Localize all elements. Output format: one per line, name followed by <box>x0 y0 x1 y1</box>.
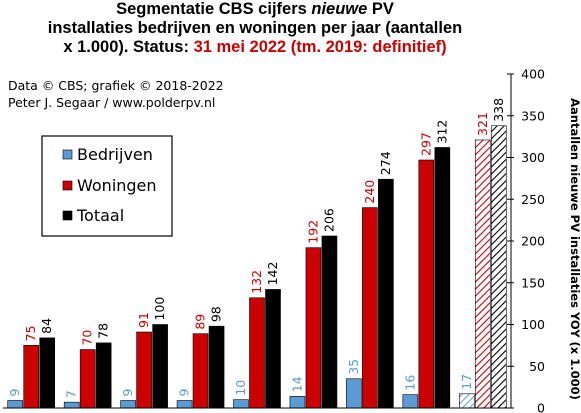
axis-layer: 20132014201520162017201820192020**2021*0… <box>3 67 545 413</box>
y-tick-label-350: 350 <box>521 108 545 123</box>
data-label-bedrijven-2017: 10 <box>233 380 248 396</box>
data-label-woningen-2014: 70 <box>80 330 95 346</box>
bar-bedrijven-2013 <box>7 400 24 409</box>
y-tick-label-300: 300 <box>521 150 545 165</box>
data-label-totaal-2015: 100 <box>152 297 167 321</box>
data-label-woningen-2017: 132 <box>249 270 264 294</box>
bar-totaal-2018 <box>321 235 338 409</box>
data-label-totaal-2018: 206 <box>321 208 336 232</box>
bar-totaal-2016 <box>208 325 225 409</box>
legend-label-totaal: Totaal <box>76 206 124 225</box>
bar-woningen-2018 <box>305 247 322 409</box>
data-label-bedrijven-2020: 16 <box>402 375 417 391</box>
data-label-totaal-2016: 98 <box>209 306 224 322</box>
bar-woningen-2020 <box>418 159 435 409</box>
bar-woningen-2016 <box>192 333 209 409</box>
data-label-woningen-2020: 297 <box>418 132 433 156</box>
data-labels-layer: 9 75 84 7 70 78 9 91 100 9 89 98 10 132 142 14 192 206 35 2… <box>7 98 506 398</box>
bar-bedrijven-2016 <box>176 400 193 409</box>
bar-totaal-2017 <box>265 289 281 409</box>
y-tick-label-0: 0 <box>537 401 545 413</box>
bar-woningen-2015 <box>136 331 152 409</box>
bars-layer <box>7 125 507 409</box>
legend: Bedrijven Woningen Totaal <box>41 135 173 237</box>
bar-totaal-2014 <box>95 342 112 409</box>
data-label-totaal-2017: 142 <box>265 262 280 286</box>
data-label-woningen-2015: 91 <box>136 312 151 328</box>
bar-totaal-2013 <box>39 337 56 409</box>
data-label-bedrijven-2014: 7 <box>64 390 79 398</box>
title-line-1: Segmentatie CBS cijfers nieuwe PV <box>0 0 510 19</box>
title-status-date: 31 mei 2022 (tm. 2019: definitief) <box>193 38 447 56</box>
y-tick-label-150: 150 <box>521 275 545 290</box>
chart-title: Segmentatie CBS cijfers nieuwe PV instal… <box>0 0 510 57</box>
title-line-1-emphasis: nieuwe <box>311 0 368 18</box>
bar-bedrijven-2017 <box>233 399 249 409</box>
title-line-2: installaties bedrijven en woningen per j… <box>47 19 463 37</box>
bar-totaal-2021 <box>490 125 507 409</box>
y-tick-label-200: 200 <box>521 234 545 249</box>
data-label-totaal-2021: 338 <box>491 98 506 122</box>
bar-bedrijven-2019 <box>346 378 362 409</box>
bar-woningen-2019 <box>362 207 378 409</box>
bar-totaal-2019 <box>378 178 394 409</box>
title-line-1-end: PV <box>367 0 394 18</box>
bar-woningen-2017 <box>249 297 265 409</box>
bar-woningen-2013 <box>23 345 40 409</box>
legend-swatch-totaal <box>62 210 73 221</box>
bar-totaal-2015 <box>152 324 168 409</box>
data-label-woningen-2019: 240 <box>362 180 377 204</box>
credit-line-1: Data © CBS; grafiek © 2018-2022 <box>8 78 224 93</box>
data-label-totaal-2013: 84 <box>39 318 54 334</box>
title-line-3: x 1.000). Status: 31 mei 2022 (tm. 2019:… <box>0 38 510 57</box>
title-line-1-start: Segmentatie CBS cijfers <box>116 0 312 18</box>
bar-bedrijven-2018 <box>289 396 306 409</box>
y-axis-label: Aantallen nieuwe PV installaties YOY (x … <box>568 98 581 400</box>
legend-swatch-bedrijven <box>62 149 73 160</box>
bar-bedrijven-2020 <box>402 394 419 409</box>
bar-bedrijven-2014 <box>63 401 80 409</box>
legend-label-bedrijven: Bedrijven <box>77 145 153 164</box>
data-label-bedrijven-2021: 17 <box>459 374 474 390</box>
data-label-woningen-2016: 89 <box>193 314 208 330</box>
bar-bedrijven-2015 <box>120 400 136 409</box>
data-label-totaal-2014: 78 <box>96 323 111 339</box>
data-label-woningen-2018: 192 <box>305 220 320 244</box>
data-label-bedrijven-2016: 9 <box>177 388 192 396</box>
y-tick-label-400: 400 <box>521 67 545 82</box>
data-label-woningen-2013: 75 <box>23 325 38 341</box>
y-tick-label-250: 250 <box>521 192 545 207</box>
bar-bedrijven-2021 <box>458 393 475 409</box>
data-label-totaal-2020: 312 <box>434 120 449 144</box>
data-label-bedrijven-2015: 9 <box>120 388 135 396</box>
legend-swatch-woningen <box>62 180 73 191</box>
legend-label-woningen: Woningen <box>77 176 157 195</box>
credit-line-2: Peter J. Segaar / www.polderpv.nl <box>8 95 215 110</box>
data-label-totaal-2019: 274 <box>378 151 393 175</box>
y-tick-label-100: 100 <box>521 317 545 332</box>
data-label-bedrijven-2013: 9 <box>7 388 22 396</box>
bar-woningen-2021 <box>474 139 491 409</box>
title-line-3-start: x 1.000). Status: <box>63 38 194 56</box>
bar-totaal-2020 <box>434 147 451 409</box>
y-tick-label-50: 50 <box>529 359 545 374</box>
bar-woningen-2014 <box>79 349 96 409</box>
data-label-bedrijven-2018: 14 <box>289 376 304 392</box>
data-label-woningen-2021: 321 <box>475 112 490 136</box>
data-label-bedrijven-2019: 35 <box>346 359 361 375</box>
